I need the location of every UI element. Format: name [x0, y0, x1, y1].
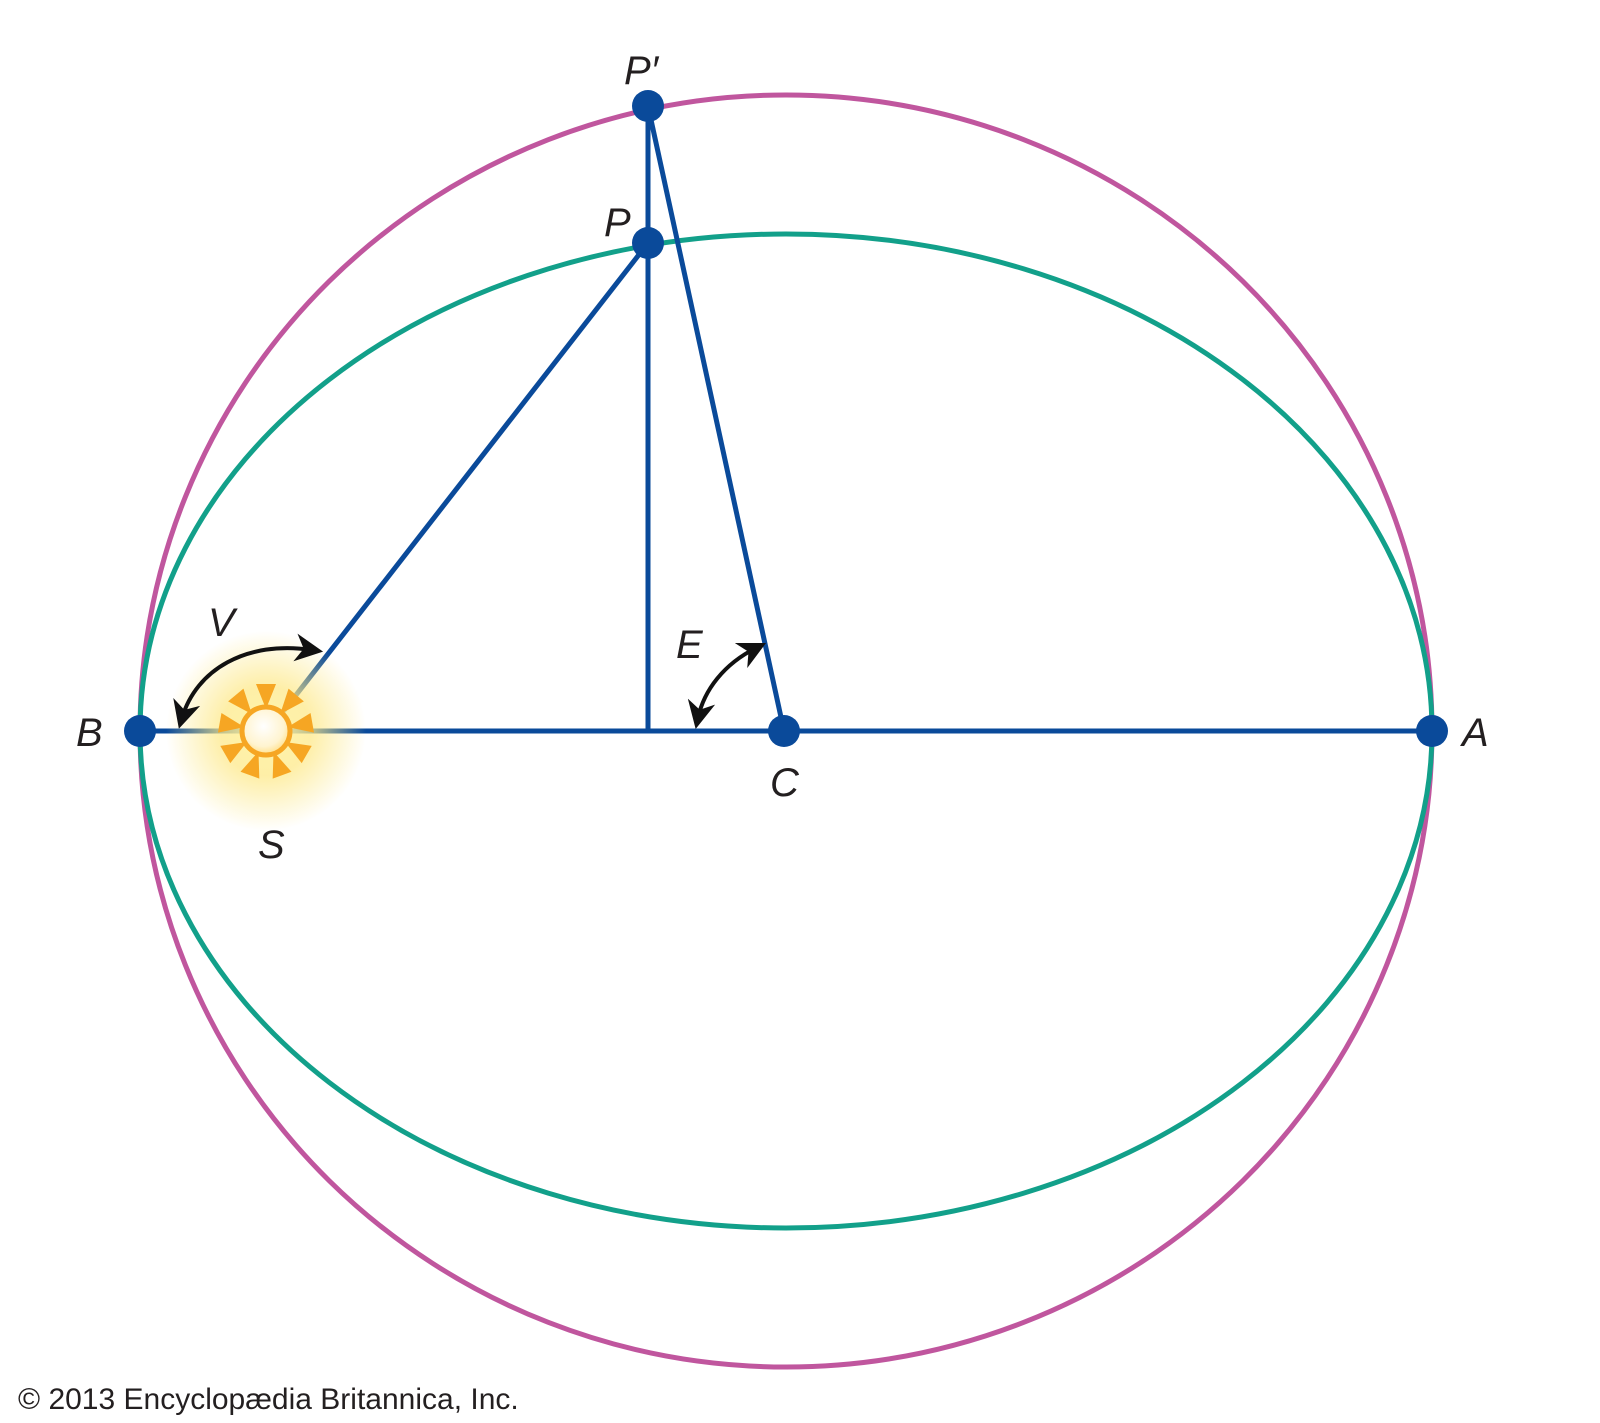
eccentric-anomaly-arrow-icon	[687, 642, 767, 729]
true-anomaly-arrow-icon	[173, 633, 324, 729]
label-p-prime: P′	[624, 49, 660, 93]
copyright-notice: © 2013 Encyclopædia Britannica, Inc.	[18, 1383, 519, 1416]
label-b: B	[76, 711, 103, 755]
line-p-prime-to-c	[645, 105, 787, 732]
point-b	[124, 715, 156, 747]
sun-icon	[166, 631, 366, 831]
label-p: P	[604, 201, 631, 245]
point-a	[1416, 715, 1448, 747]
label-s: S	[258, 823, 285, 867]
point-c	[768, 715, 800, 747]
label-a: A	[1460, 711, 1489, 755]
label-e: E	[676, 623, 704, 667]
line-s-to-p	[266, 241, 650, 733]
point-p-prime	[632, 90, 664, 122]
point-p	[632, 227, 664, 259]
label-c: C	[770, 761, 800, 805]
label-v: V	[208, 601, 238, 645]
